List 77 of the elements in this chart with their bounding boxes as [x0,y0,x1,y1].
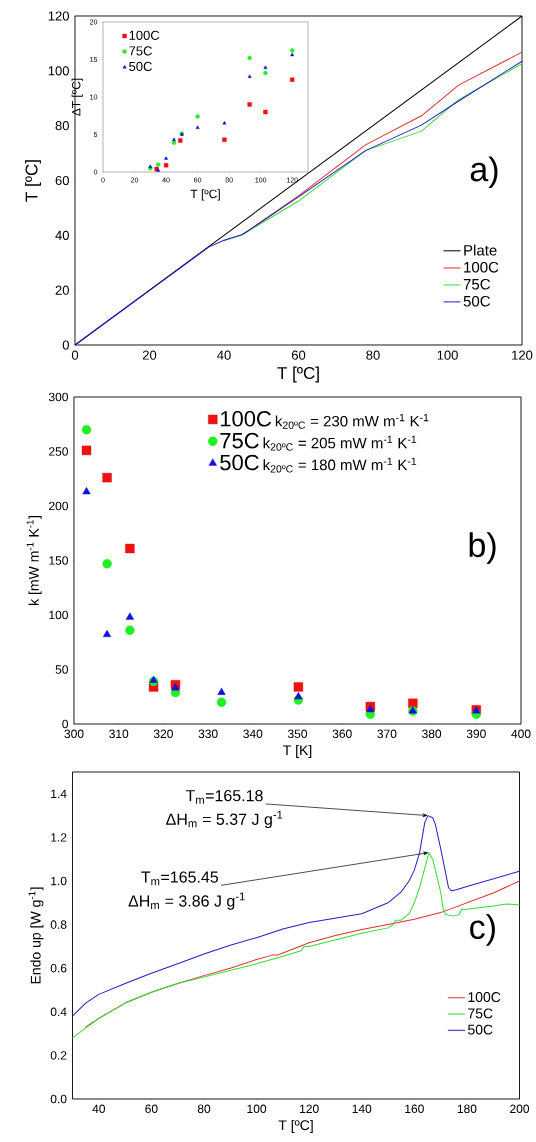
legend-label: 50C [129,61,152,72]
x-axis-title: T [ºC] [190,189,220,201]
x-tick-label: 330 [198,729,218,739]
legend-label: 100C [220,410,271,427]
y-tick-label: 50 [55,665,68,674]
y-tick-label: 80 [55,121,69,131]
y-axis-title: Endo up [W g$^{-1}$] [28,887,44,984]
y-tick-label: 200 [48,501,68,511]
annotation: b) [469,532,496,564]
y-tick-label: 0.0 [50,1094,67,1104]
legend-label: Plate [464,244,497,256]
legend-label: 50C [463,295,490,307]
x-tick-label: 40 [216,350,231,360]
x-tick-label: 400 [511,729,531,739]
y-tick-label: 250 [48,447,68,456]
legend-label: 100C [129,30,160,40]
x-tick-label: 360 [332,729,352,739]
annotation: ΔH$_{m}$ = 5.37 J g$^{-1}$ [166,810,283,829]
y-tick-label: 120 [48,11,69,21]
y-tick-label: 0 [62,340,69,350]
legend-label: 75C [129,46,152,56]
x-tick-label: 80 [366,350,380,360]
x-tick-label: 340 [243,729,263,739]
y-tick-label: 0.8 [50,920,67,929]
y-tick-label: 0.2 [50,1051,67,1060]
y-axis-title: k [mW m$^{-1}$ K$^{-1}$] [26,516,42,605]
x-tick-label: 60 [145,1104,158,1114]
x-tick-label: 100 [247,1104,267,1114]
annotation: ΔH$_{m}$ = 3.86 J g$^{-1}$ [128,892,245,910]
x-tick-label: 200 [510,1104,529,1114]
legend-label: 100C [464,261,499,273]
annotation: T$_{m}$=165.45 [141,871,218,886]
x-axis-title: T [ºC] [277,366,319,383]
y-tick-label: 100 [48,66,69,76]
legend-label: 75C [463,278,490,290]
annotation: c) [470,914,495,946]
x-tick-label: 370 [377,729,397,739]
x-tick-label: 350 [287,729,307,739]
x-tick-label: 180 [457,1104,477,1114]
x-tick-label: 60 [291,350,306,360]
x-tick-label: 80 [197,1104,211,1114]
annotation: a) [470,156,498,189]
y-axis-title: T [ºC] [24,160,41,202]
annotation: k$_{20ºC}$ = 205 mW m$^{-1}$ K$^{-1}$ [263,435,417,451]
x-axis-title: T [K] [282,744,312,758]
legend-label: 50C [220,454,259,471]
y-tick-label: 0.6 [50,963,67,973]
x-tick-label: 380 [421,729,442,739]
legend-label: 75C [220,432,259,449]
x-tick-label: 310 [109,729,129,739]
y-tick-label: 0.4 [50,1007,67,1017]
y-tick-label: 150 [49,556,68,565]
annotation: k$_{20ºC}$ = 180 mW m$^{-1}$ K$^{-1}$ [263,457,417,473]
x-tick-label: 390 [466,729,486,739]
y-tick-label: 1.4 [51,789,67,798]
legend-label: 100C [468,992,501,1003]
x-tick-label: 120 [512,350,533,360]
y-tick-label: 20 [55,285,69,295]
y-tick-label: 40 [55,230,69,240]
y-tick-label: 100 [49,610,68,620]
x-tick-label: 120 [299,1104,319,1114]
y-tick-label: 300 [48,392,68,402]
x-tick-label: 100 [437,350,458,360]
x-tick-label: 20 [142,350,157,360]
y-tick-label: 1.2 [51,833,67,842]
legend-label: 75C [468,1008,493,1019]
x-axis-title: T [ºC] [278,1119,313,1133]
x-tick-label: 140 [352,1104,372,1114]
y-tick-label: 1.0 [51,876,67,886]
x-tick-label: 0 [71,350,79,360]
annotation: T$_{m}$=165.18 [185,789,263,804]
x-tick-label: 160 [405,1104,424,1114]
y-tick-label: 0 [62,719,68,729]
x-tick-label: 320 [153,729,173,739]
y-axis-title: ΔT [ºC] [71,78,83,116]
legend-label: 50C [467,1024,493,1035]
annotation: k$_{20ºC}$ = 230 mW m$^{-1}$ K$^{-1}$ [275,413,429,429]
